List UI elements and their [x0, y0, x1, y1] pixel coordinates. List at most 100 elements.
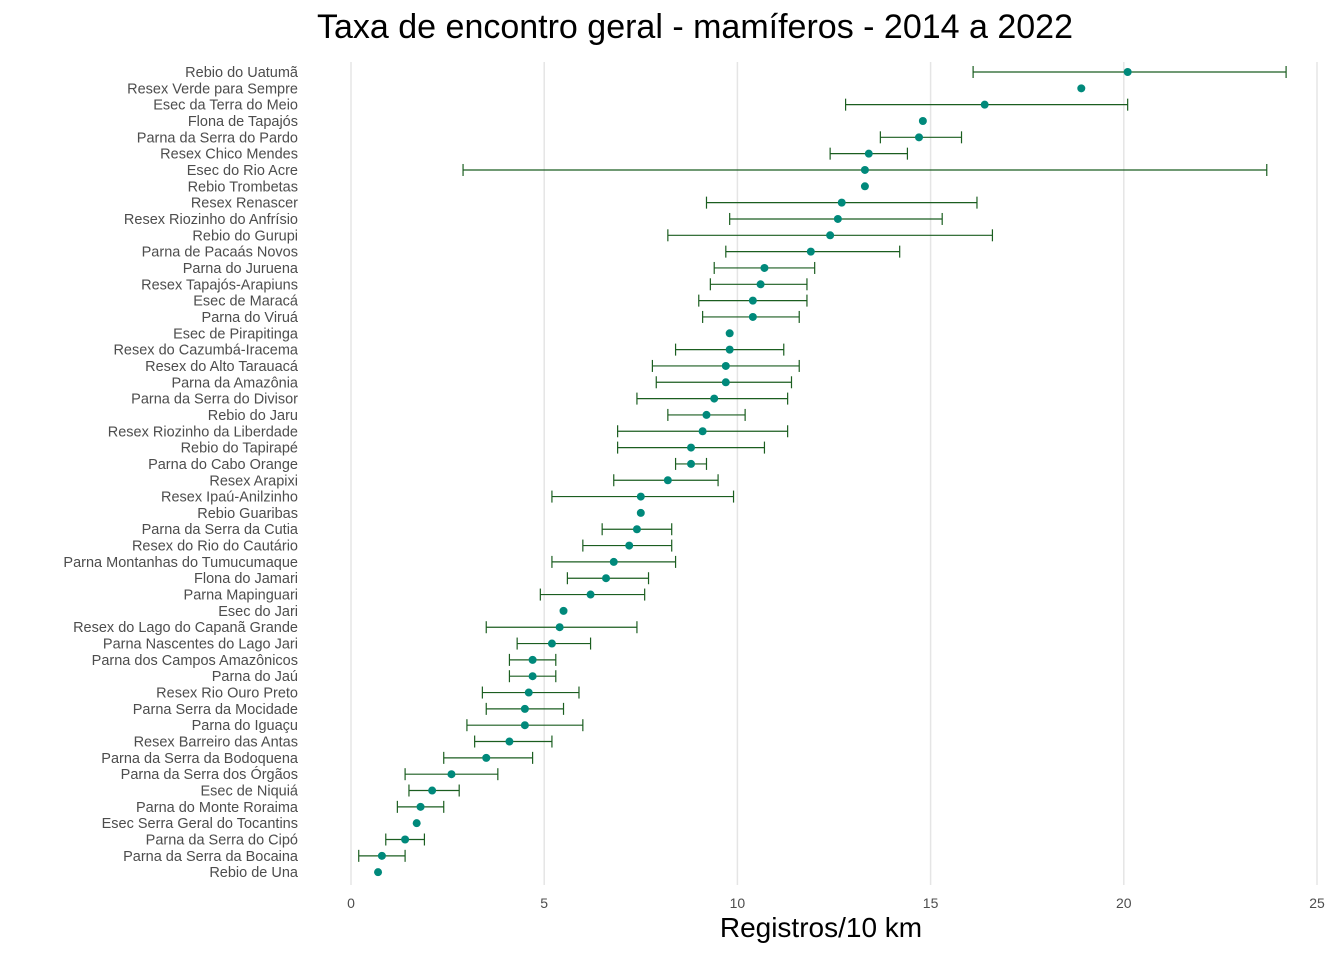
y-tick-label: Resex do Rio do Cautário — [132, 539, 298, 555]
data-point — [632, 525, 641, 534]
y-tick-label: Parna Montanhas do Tumucumaque — [63, 555, 298, 571]
data-point — [547, 639, 556, 648]
data-point — [416, 802, 425, 811]
data-point — [756, 280, 765, 289]
y-tick-label: Esec de Niquiá — [200, 784, 298, 800]
data-point — [860, 165, 869, 174]
x-tick-label: 15 — [923, 895, 939, 911]
data-point — [702, 410, 711, 419]
data-point — [602, 574, 611, 583]
data-point — [687, 459, 696, 468]
y-tick-label: Resex Chico Mendes — [160, 147, 298, 163]
x-tick-label: 5 — [540, 895, 548, 911]
data-point — [505, 737, 514, 746]
data-point — [980, 100, 989, 109]
y-tick-label: Parna da Serra do Cipó — [146, 833, 298, 849]
y-tick-label: Parna da Serra do Pardo — [137, 130, 298, 146]
data-point — [447, 770, 456, 779]
y-tick-label: Parna da Amazônia — [171, 375, 298, 391]
point-layer — [374, 68, 1132, 877]
data-point — [528, 672, 537, 681]
data-point — [833, 214, 842, 223]
data-point — [401, 835, 410, 844]
y-tick-label: Esec do Jari — [218, 604, 298, 620]
data-point — [826, 231, 835, 240]
data-point — [555, 623, 564, 632]
data-point — [1123, 68, 1132, 76]
data-point — [725, 329, 734, 338]
y-tick-label: Parna Mapinguari — [184, 588, 298, 604]
data-point — [687, 443, 696, 452]
x-tick-label: 25 — [1309, 895, 1325, 911]
x-tick-label: 20 — [1116, 895, 1132, 911]
y-tick-label: Parna da Serra do Divisor — [131, 392, 298, 408]
y-tick-label: Parna do Juruena — [183, 261, 299, 277]
x-tick-labels: 0 5 10 15 20 25 — [347, 895, 1325, 911]
y-tick-label: Parna do Iguaçu — [192, 718, 298, 734]
data-point — [559, 606, 568, 615]
errorbar-layer — [358, 66, 1287, 862]
y-tick-label: Parna da Serra dos Órgãos — [121, 766, 298, 783]
data-point — [837, 198, 846, 207]
y-tick-label: Esec de Pirapitinga — [173, 326, 299, 342]
data-point — [918, 116, 927, 125]
y-tick-label: Flona de Tapajós — [188, 114, 298, 130]
y-tick-label: Parna Serra da Mocidade — [133, 702, 298, 718]
y-tick-label: Resex Barreiro das Antas — [134, 735, 298, 751]
data-point — [864, 149, 873, 158]
y-tick-label: Parna da Serra da Bodoquena — [101, 751, 299, 767]
y-tick-label: Resex Riozinho da Liberdade — [108, 424, 298, 440]
y-tick-label: Resex do Cazumbá-Iracema — [113, 343, 298, 359]
y-tick-label: Flona do Jamari — [194, 571, 298, 587]
data-point — [760, 263, 769, 272]
y-tick-label: Rebio de Una — [209, 865, 299, 881]
data-point — [748, 312, 757, 321]
y-tick-label: Parna da Serra da Bocaina — [123, 849, 299, 865]
y-tick-label: Resex do Lago do Capanã Grande — [73, 620, 298, 636]
data-point — [915, 133, 924, 142]
y-tick-label: Esec de Maracá — [193, 294, 299, 310]
data-point — [377, 851, 386, 860]
data-point — [806, 247, 815, 256]
y-tick-label: Esec Serra Geral do Tocantins — [102, 816, 298, 832]
data-point — [524, 688, 533, 697]
data-point — [710, 394, 719, 403]
data-point — [721, 378, 730, 387]
y-tick-label: Resex Riozinho do Anfrísio — [124, 212, 298, 228]
y-tick-label: Resex Verde para Sempre — [127, 81, 298, 97]
chart-title: Taxa de encontro geral - mamíferos - 201… — [317, 8, 1073, 46]
y-tick-label: Rebio do Uatumã — [185, 65, 299, 81]
data-point — [482, 753, 491, 762]
y-tick-label: Rebio do Gurupi — [192, 228, 298, 244]
y-tick-label: Parna do Monte Roraima — [136, 800, 299, 816]
data-point — [636, 508, 645, 517]
y-tick-label: Parna de Pacaás Novos — [142, 245, 298, 261]
y-tick-label: Parna do Cabo Orange — [148, 457, 298, 473]
y-tick-label: Parna do Jaú — [212, 669, 298, 685]
y-tick-label: Parna do Viruá — [202, 310, 299, 326]
grid-layer — [350, 62, 1318, 885]
data-point — [860, 182, 869, 191]
data-point — [374, 868, 383, 877]
data-point — [428, 786, 437, 795]
y-tick-label: Rebio do Tapirapé — [181, 441, 298, 457]
y-tick-label: Resex Renascer — [191, 196, 298, 212]
y-tick-label: Resex Rio Ouro Preto — [156, 686, 298, 702]
x-axis-title: Registros/10 km — [719, 912, 923, 943]
data-point — [721, 361, 730, 370]
data-point — [725, 345, 734, 354]
data-point — [528, 655, 537, 664]
y-tick-label: Resex Tapajós-Arapiuns — [141, 277, 298, 293]
y-tick-label: Rebio Trombetas — [188, 179, 298, 195]
y-tick-label: Parna da Serra da Cutia — [142, 522, 299, 538]
data-point — [520, 721, 529, 730]
data-point — [625, 541, 634, 550]
data-point — [609, 557, 618, 566]
data-point — [663, 476, 672, 485]
data-point — [1077, 84, 1086, 93]
data-point — [586, 590, 595, 599]
data-point — [636, 492, 645, 501]
